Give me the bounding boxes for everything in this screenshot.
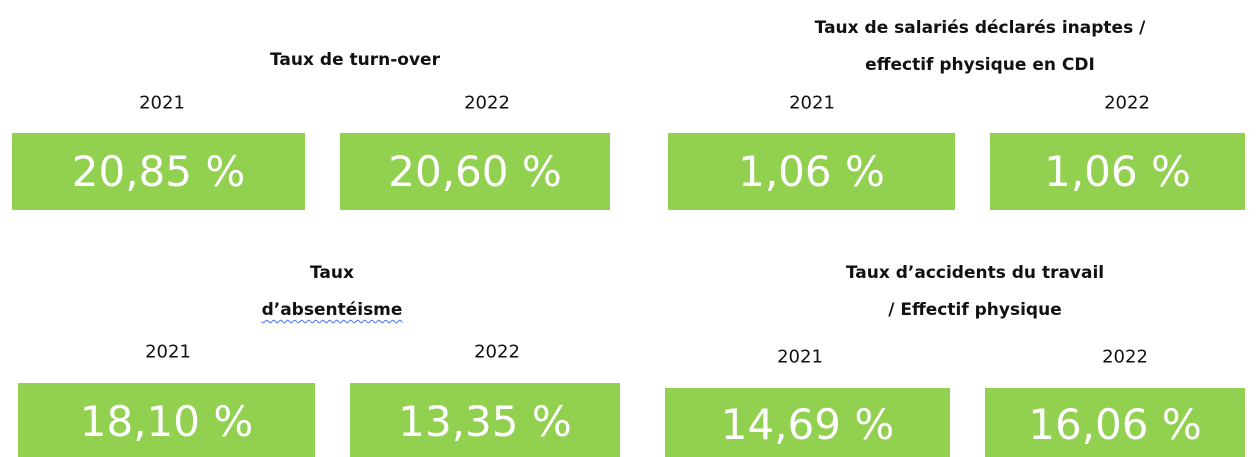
panel-title: Taux d’accidents du travail — [845, 263, 1105, 283]
year-label: 2021 — [145, 341, 191, 363]
panel-title: / Effectif physique — [888, 300, 1062, 320]
kpi-value: 1,06 % — [668, 133, 955, 210]
year-label: 2022 — [1102, 346, 1148, 368]
year-label: 2021 — [789, 92, 835, 114]
panel-title: Taux de salariés déclarés inaptes / — [814, 18, 1146, 38]
panel-title: effectif physique en CDI — [865, 55, 1095, 75]
year-label: 2022 — [464, 92, 510, 114]
kpi-value: 18,10 % — [18, 383, 315, 457]
kpi-value: 13,35 % — [350, 383, 620, 457]
year-label: 2021 — [777, 346, 823, 368]
year-label: 2022 — [1104, 92, 1150, 114]
panel-title: Taux de turn-over — [270, 50, 440, 70]
kpi-value: 20,60 % — [340, 133, 610, 210]
kpi-value: 20,85 % — [12, 133, 305, 210]
kpi-value: 1,06 % — [990, 133, 1245, 210]
kpi-value: 16,06 % — [985, 388, 1245, 457]
year-label: 2022 — [474, 341, 520, 363]
kpi-value: 14,69 % — [665, 388, 950, 457]
year-label: 2021 — [139, 92, 185, 114]
panel-title: d’absentéisme — [261, 300, 403, 320]
panel-title: Taux — [310, 263, 354, 283]
